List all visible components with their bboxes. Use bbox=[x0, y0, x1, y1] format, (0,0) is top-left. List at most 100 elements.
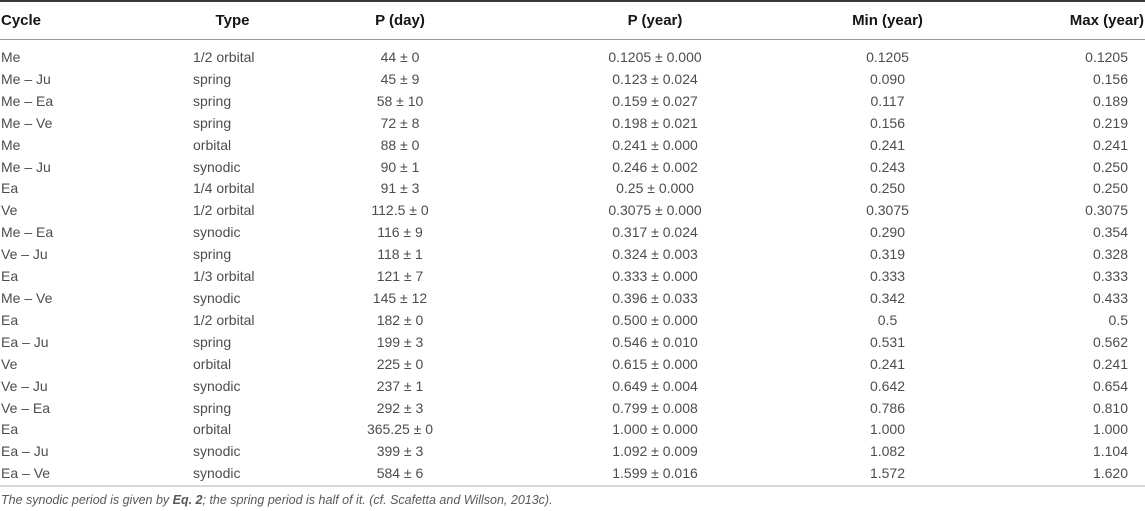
cell-max-year: 0.654 bbox=[1092, 377, 1128, 394]
cell-p-day: 121 ± 7 bbox=[376, 268, 424, 285]
cell-p-day: 182 ± 0 bbox=[376, 311, 424, 328]
table-row: Me orbital 88 ± 0 0.241 ± 0.000 0.241 0.241 bbox=[0, 135, 1145, 157]
cell-cycle: Ea – Ve bbox=[1, 465, 51, 482]
footnote-eq-reference: Eq. 2 bbox=[172, 493, 203, 508]
cell-cycle: Me – Ju bbox=[1, 158, 51, 175]
cell-p-year: 0.3075 ± 0.000 bbox=[608, 202, 702, 219]
cell-type: synodic bbox=[193, 158, 241, 175]
table-row: Ve – Ju synodic 237 ± 1 0.649 ± 0.004 0.642 0… bbox=[0, 376, 1145, 398]
cell-min-year: 0.342 bbox=[869, 289, 906, 306]
cell-max-year: 1.104 bbox=[1092, 443, 1128, 460]
cell-max-year: 1.620 bbox=[1092, 465, 1128, 482]
cell-min-year: 1.572 bbox=[869, 465, 906, 482]
cell-type: 1/2 orbital bbox=[193, 202, 255, 219]
table-row: Me – Ea spring 58 ± 10 0.159 ± 0.027 0.117 0.… bbox=[0, 91, 1145, 113]
table-row: Ea 1/2 orbital 182 ± 0 0.500 ± 0.000 0.5 0.5 bbox=[0, 310, 1145, 332]
cell-p-day: 91 ± 3 bbox=[380, 180, 420, 197]
cell-cycle: Me – Ve bbox=[1, 289, 53, 306]
table-row: Ea 1/3 orbital 121 ± 7 0.333 ± 0.000 0.333 0.… bbox=[0, 266, 1145, 288]
planetary-periods-table: Cycle Type P (day) P (year) Min (year) M… bbox=[0, 0, 1145, 488]
cell-p-year: 0.333 ± 0.000 bbox=[612, 268, 698, 285]
cell-cycle: Me – Ve bbox=[1, 114, 53, 131]
table-row: Ve – Ea spring 292 ± 3 0.799 ± 0.008 0.786 0.… bbox=[0, 398, 1145, 420]
cell-max-year: 0.241 bbox=[1092, 136, 1128, 153]
cell-p-day: 237 ± 1 bbox=[376, 377, 424, 394]
table-header: Cycle Type P (day) P (year) Min (year) M… bbox=[0, 1, 1145, 40]
cell-cycle: Ve – Ju bbox=[1, 377, 48, 394]
cell-max-year: 0.156 bbox=[1092, 70, 1128, 87]
cell-cycle: Me – Ea bbox=[1, 92, 54, 109]
cell-cycle: Ve – Ju bbox=[1, 246, 48, 263]
cell-p-year: 0.198 ± 0.021 bbox=[612, 114, 698, 131]
cell-min-year: 0.090 bbox=[869, 70, 906, 87]
table-row: Ve – Ju spring 118 ± 1 0.324 ± 0.003 0.319 0.… bbox=[0, 244, 1145, 266]
cell-max-year: 0.1205 bbox=[1085, 49, 1128, 65]
cell-p-year: 1.092 ± 0.009 bbox=[612, 443, 698, 460]
cell-p-day: 145 ± 12 bbox=[372, 289, 428, 306]
col-header-min-year: Min (year) bbox=[852, 12, 923, 29]
cell-type: synodic bbox=[193, 465, 241, 482]
cell-min-year: 1.082 bbox=[869, 443, 906, 460]
cell-p-year: 0.396 ± 0.033 bbox=[612, 289, 698, 306]
table-body: Me 1/2 orbital 44 ± 0 0.1205 ± 0.000 0.1205 0… bbox=[0, 40, 1145, 487]
table-row: Ea orbital 365.25 ± 0 1.000 ± 0.000 1.000 1.0… bbox=[0, 419, 1145, 441]
cell-max-year: 0.241 bbox=[1092, 355, 1128, 372]
table-row: Ve 1/2 orbital 112.5 ± 0 0.3075 ± 0.000 0.30… bbox=[0, 200, 1145, 222]
cell-min-year: 0.1205 bbox=[866, 49, 909, 65]
table-row: Ea 1/4 orbital 91 ± 3 0.25 ± 0.000 0.250 0.25… bbox=[0, 178, 1145, 200]
cell-min-year: 0.241 bbox=[869, 136, 906, 153]
table-row: Ea – Ve synodic 584 ± 6 1.599 ± 0.016 1.572 1… bbox=[0, 463, 1145, 486]
col-header-cycle: Cycle bbox=[1, 12, 42, 29]
cell-p-year: 0.317 ± 0.024 bbox=[612, 224, 698, 241]
cell-p-day: 88 ± 0 bbox=[380, 136, 420, 153]
cell-p-day: 225 ± 0 bbox=[376, 355, 424, 372]
cell-cycle: Me bbox=[1, 49, 21, 65]
table-row: Ea – Ju spring 199 ± 3 0.546 ± 0.010 0.531 0.… bbox=[0, 332, 1145, 354]
cell-p-year: 0.546 ± 0.010 bbox=[612, 333, 698, 350]
cell-cycle: Ea bbox=[1, 311, 19, 328]
cell-cycle: Me – Ea bbox=[1, 224, 54, 241]
cell-min-year: 0.241 bbox=[869, 355, 906, 372]
cell-max-year: 0.354 bbox=[1092, 224, 1128, 241]
cell-max-year: 0.189 bbox=[1092, 92, 1128, 109]
cell-type: orbital bbox=[193, 355, 232, 372]
cell-cycle: Ve bbox=[1, 355, 18, 372]
cell-p-day: 90 ± 1 bbox=[380, 158, 420, 175]
table-row: Me 1/2 orbital 44 ± 0 0.1205 ± 0.000 0.1205 0… bbox=[0, 40, 1145, 69]
cell-p-year: 0.649 ± 0.004 bbox=[612, 377, 698, 394]
cell-p-day: 399 ± 3 bbox=[376, 443, 424, 460]
cell-p-day: 292 ± 3 bbox=[376, 399, 424, 416]
cell-p-year: 0.241 ± 0.000 bbox=[612, 136, 698, 153]
cell-p-day: 112.5 ± 0 bbox=[371, 202, 429, 219]
cell-cycle: Me – Ju bbox=[1, 70, 51, 87]
cell-min-year: 1.000 bbox=[869, 421, 906, 438]
cell-p-year: 0.25 ± 0.000 bbox=[616, 180, 694, 197]
cell-min-year: 0.642 bbox=[869, 377, 906, 394]
cell-min-year: 0.5 bbox=[877, 311, 898, 328]
table-row: Me – Ve synodic 145 ± 12 0.396 ± 0.033 0.342… bbox=[0, 288, 1145, 310]
cell-type: spring bbox=[193, 114, 232, 131]
cell-max-year: 0.3075 bbox=[1085, 202, 1128, 219]
cell-p-day: 199 ± 3 bbox=[376, 333, 424, 350]
cell-type: 1/4 orbital bbox=[193, 180, 255, 197]
table-row: Me – Ju synodic 90 ± 1 0.246 ± 0.002 0.243 0.… bbox=[0, 157, 1145, 179]
cell-max-year: 0.250 bbox=[1092, 180, 1128, 197]
cell-p-day: 72 ± 8 bbox=[380, 114, 420, 131]
table-row: Me – Ju spring 45 ± 9 0.123 ± 0.024 0.090 0.1… bbox=[0, 69, 1145, 91]
cell-min-year: 0.786 bbox=[869, 399, 906, 416]
cell-type: spring bbox=[193, 70, 232, 87]
cell-max-year: 0.433 bbox=[1092, 289, 1128, 306]
table-row: Ea – Ju synodic 399 ± 3 1.092 ± 0.009 1.082 1… bbox=[0, 441, 1145, 463]
cell-p-day: 116 ± 9 bbox=[377, 224, 423, 241]
cell-p-year: 0.324 ± 0.003 bbox=[612, 246, 698, 263]
header-row: Cycle Type P (day) P (year) Min (year) M… bbox=[0, 1, 1145, 40]
cell-type: orbital bbox=[193, 421, 232, 438]
cell-min-year: 0.333 bbox=[869, 268, 906, 285]
cell-type: 1/2 orbital bbox=[193, 311, 255, 328]
cell-cycle: Ve – Ea bbox=[1, 399, 51, 416]
cell-cycle: Ve bbox=[1, 202, 18, 219]
cell-max-year: 0.5 bbox=[1108, 311, 1128, 328]
cell-p-day: 365.25 ± 0 bbox=[366, 421, 434, 438]
cell-max-year: 0.810 bbox=[1092, 399, 1128, 416]
table-row: Ve orbital 225 ± 0 0.615 ± 0.000 0.241 0.241 bbox=[0, 354, 1145, 376]
